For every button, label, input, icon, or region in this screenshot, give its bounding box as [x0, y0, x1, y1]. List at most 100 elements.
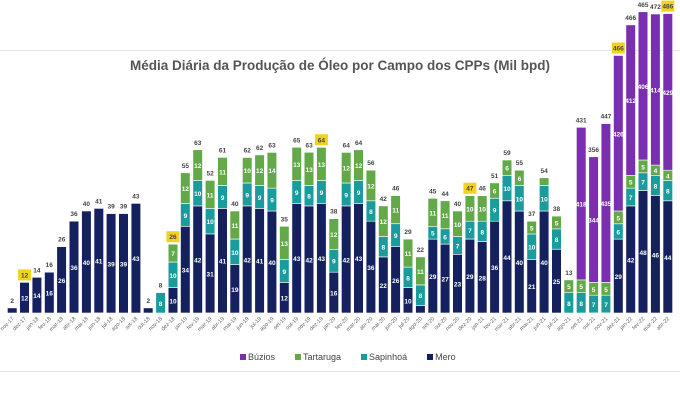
segment-label: 41 — [95, 259, 103, 266]
total-label: 36 — [70, 211, 78, 218]
segment-label: 28 — [479, 275, 487, 282]
bar-segment-mero — [7, 307, 18, 314]
x-tick-label: jan-19 — [173, 316, 189, 332]
segment-label: 10 — [231, 250, 239, 257]
segment-label: 6 — [616, 229, 620, 236]
bar-segment-tartaruga — [427, 198, 438, 227]
segment-label: 40 — [540, 260, 548, 267]
legend-label: Búzios — [248, 352, 276, 362]
bar-segment-mero — [415, 305, 426, 314]
bar-segment-tartaruga — [452, 210, 463, 237]
bar-segment-mero — [81, 210, 92, 314]
segment-label: 10 — [454, 222, 462, 229]
bar-segment-buzios — [662, 13, 673, 171]
segment-label: 344 — [588, 218, 599, 225]
segment-label: 29 — [466, 274, 474, 281]
bar-segment-mero — [44, 271, 55, 314]
bar-segment-tartaruga — [489, 182, 500, 199]
segment-label: 23 — [454, 282, 462, 289]
total-label: 43 — [132, 193, 140, 200]
segment-label: 12 — [182, 186, 190, 193]
segment-label: 22 — [380, 283, 388, 290]
x-tick-label: dez-19 — [309, 316, 325, 332]
segment-label: 29 — [615, 274, 623, 281]
legend-item: Tartaruga — [295, 352, 341, 362]
total-label: 46 — [479, 186, 487, 193]
segment-label: 8 — [419, 293, 423, 300]
bar-segment-mero — [93, 208, 104, 314]
total-label: 54 — [540, 168, 548, 175]
x-tick-label: jan-22 — [618, 316, 634, 332]
total-label: 26 — [169, 234, 177, 241]
x-tick-label: mai-19 — [222, 316, 238, 332]
segment-label: 5 — [555, 221, 559, 228]
bar-segment-tartaruga — [192, 149, 203, 181]
segment-label: 10 — [479, 207, 487, 214]
x-tick-label: mar-20 — [345, 316, 362, 333]
segment-label: 8 — [555, 237, 559, 244]
bar-segment-tartaruga — [328, 218, 339, 250]
bar-segment-tartaruga — [477, 195, 488, 222]
segment-label: 27 — [441, 277, 449, 284]
x-tick-label: dez-21 — [606, 316, 622, 332]
total-label: 56 — [367, 160, 375, 167]
total-label: 44 — [441, 191, 449, 198]
segment-label: 11 — [442, 213, 449, 220]
bar-segment-buzios — [637, 11, 649, 161]
segment-label: 5 — [530, 226, 534, 233]
segment-label: 7 — [604, 302, 608, 309]
bar-segment-buzios — [600, 123, 611, 283]
segment-label: 11 — [429, 210, 436, 217]
segment-label: 9 — [258, 195, 262, 202]
total-label: 62 — [244, 148, 252, 155]
bar-segment-tartaruga — [563, 279, 574, 293]
segment-label: 10 — [404, 298, 412, 305]
segment-label: 12 — [281, 296, 289, 303]
segment-label: 42 — [343, 257, 351, 264]
segment-label: 39 — [107, 261, 115, 268]
segment-label: 40 — [268, 260, 276, 267]
x-tick-label: mai-21 — [519, 316, 535, 332]
segment-label: 10 — [503, 186, 511, 193]
total-label: 14 — [33, 267, 41, 274]
segment-label: 5 — [616, 215, 620, 222]
legend-item: Mero — [427, 352, 456, 362]
total-highlight-box — [18, 269, 32, 281]
bar-segment-tartaruga — [526, 220, 537, 235]
bar-segment-mero — [118, 213, 129, 314]
x-tick-label: jan-18 — [25, 316, 41, 332]
bar-segment-tartaruga — [378, 205, 389, 237]
bar-segment-mero — [19, 282, 30, 314]
x-tick-label: ago-18 — [111, 316, 127, 332]
segment-label: 406 — [638, 84, 649, 91]
segment-label: 5 — [641, 164, 645, 171]
total-label: 447 — [601, 114, 612, 121]
x-tick-label: jan-20 — [321, 316, 337, 332]
segment-label: 414 — [650, 88, 661, 95]
segment-label: 9 — [493, 208, 497, 215]
segment-label: 12 — [355, 163, 363, 170]
segment-label: 11 — [231, 223, 238, 230]
segment-label: 10 — [528, 245, 536, 252]
segment-label: 36 — [70, 265, 78, 272]
segment-label: 9 — [221, 195, 225, 202]
segment-label: 11 — [405, 251, 412, 258]
segment-label: 8 — [480, 229, 484, 236]
bar-segment-tartaruga — [291, 147, 302, 181]
segment-label: 36 — [367, 265, 375, 272]
segment-label: 42 — [627, 257, 635, 264]
total-label: 38 — [330, 209, 338, 216]
segment-label: 13 — [305, 167, 313, 174]
bar-segment-tartaruga — [415, 256, 426, 286]
bar-segment-tartaruga — [254, 154, 265, 186]
segment-label: 43 — [293, 256, 301, 263]
bar-segment-buzios — [576, 127, 587, 281]
bar-segment-tartaruga — [167, 243, 179, 263]
bar-segment-mero — [68, 220, 80, 314]
segment-label: 9 — [270, 198, 274, 205]
chart-legend: Búzios Tartaruga Sapinhoá Mero — [240, 352, 456, 362]
bar-segment-tartaruga — [501, 159, 513, 176]
x-tick-label: dez-18 — [160, 316, 176, 332]
segment-label: 44 — [503, 255, 511, 262]
total-label: 55 — [516, 160, 524, 167]
